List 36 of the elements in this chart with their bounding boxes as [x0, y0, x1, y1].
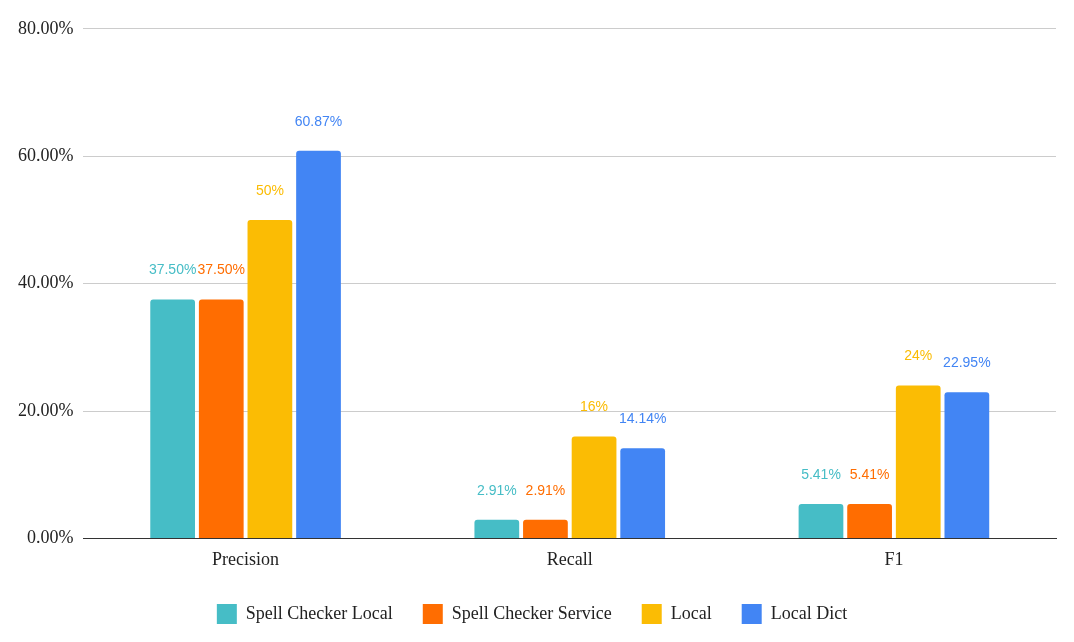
bar: [247, 219, 293, 538]
bar: [571, 436, 617, 538]
data-label: 22.95%: [943, 354, 991, 371]
legend-label: Spell Checker Local: [245, 602, 393, 623]
data-label: 60.87%: [294, 112, 343, 129]
legend-label: Spell Checker Service: [451, 602, 612, 623]
bar: [620, 448, 666, 538]
y-tick-label: 20.00%: [17, 399, 74, 420]
data-label: 37.50%: [197, 261, 246, 278]
y-tick-label: 80.00%: [17, 17, 74, 38]
data-label: 24%: [904, 347, 933, 364]
data-label: 2.91%: [476, 481, 517, 498]
data-label: 14.14%: [618, 410, 667, 427]
bar: [523, 519, 568, 538]
bar: [296, 150, 341, 538]
data-label: 37.50%: [148, 261, 197, 278]
x-tick-label: F1: [884, 548, 904, 569]
bar: [944, 392, 990, 538]
x-tick-label: Precision: [212, 548, 280, 569]
legend-label: Local Dict: [770, 602, 848, 623]
data-label: 5.41%: [801, 465, 841, 482]
data-label: 2.91%: [525, 481, 566, 498]
y-tick-label: 60.00%: [17, 144, 74, 165]
y-tick-label: 0.00%: [26, 527, 74, 548]
bar: [150, 299, 196, 538]
y-tick-label: 40.00%: [17, 272, 74, 293]
x-tick-label: Recall: [546, 548, 593, 569]
bar: [847, 503, 892, 538]
bar: [895, 385, 941, 538]
data-label: 50%: [255, 181, 284, 198]
bar: [198, 299, 244, 538]
data-label: 5.41%: [849, 465, 890, 482]
data-label: 16%: [580, 398, 609, 415]
legend-label: Local: [670, 602, 712, 623]
bar: [474, 519, 520, 538]
bar: [798, 503, 844, 538]
